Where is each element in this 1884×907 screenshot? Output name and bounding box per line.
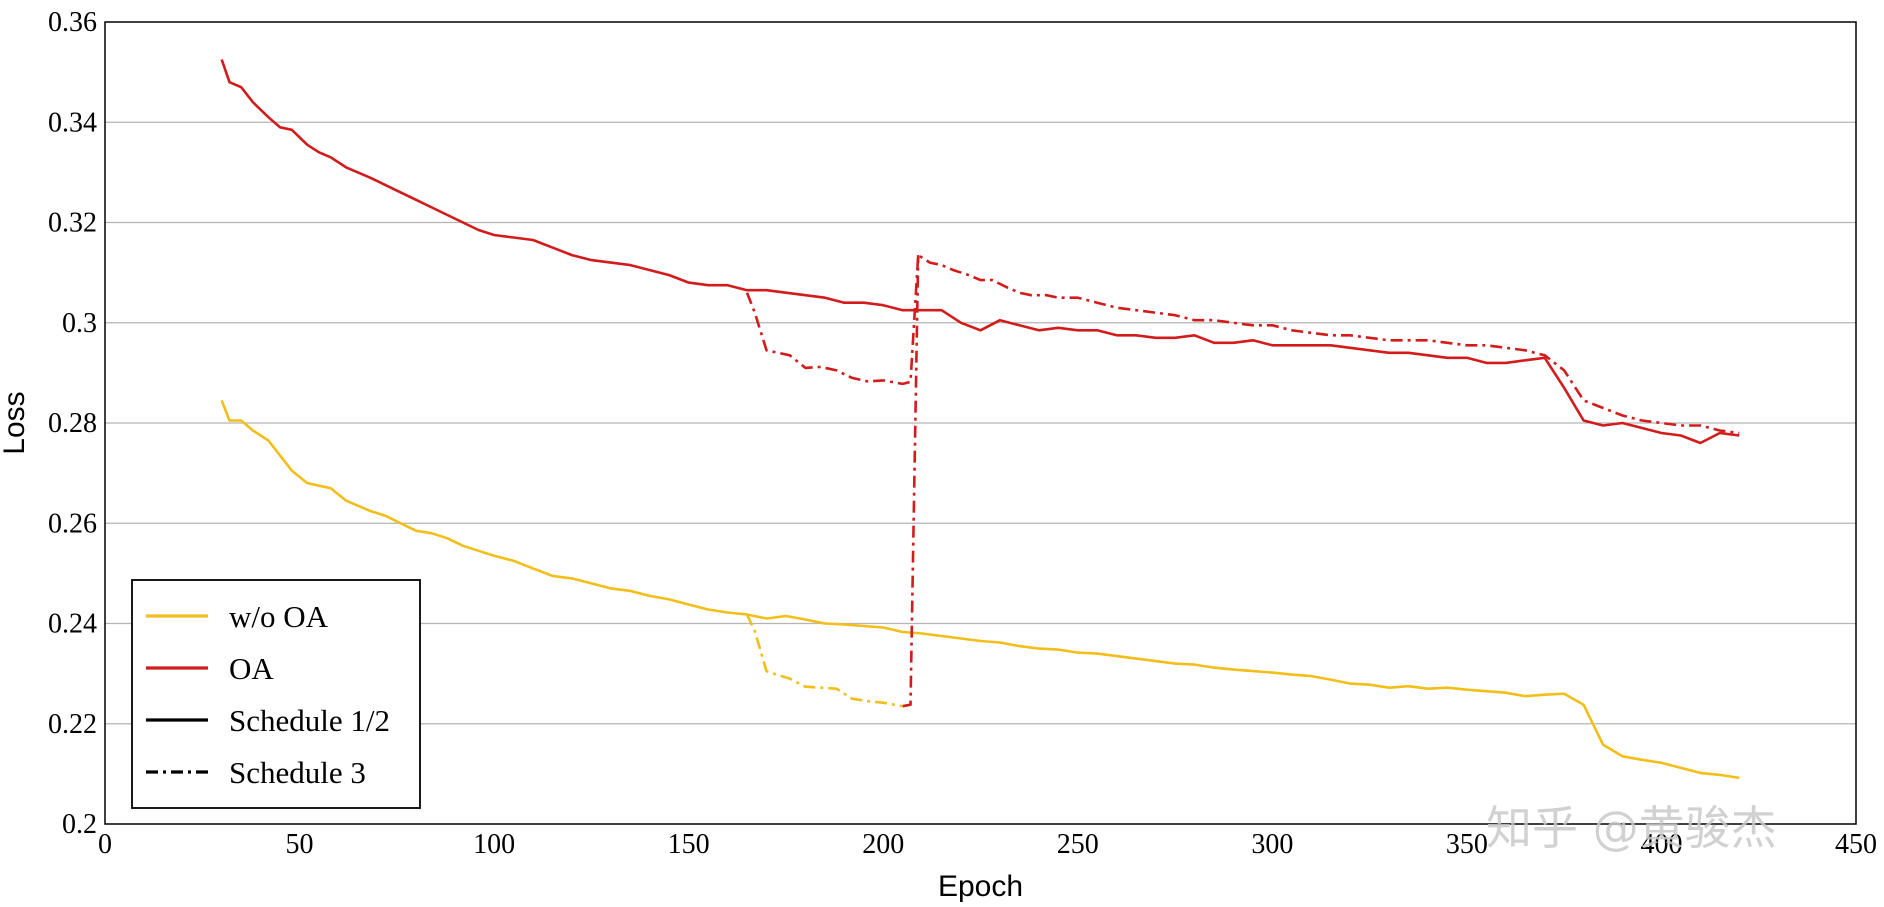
y-tick-label: 0.22 [48, 709, 97, 740]
watermark: 知乎 @黄骏杰 [1486, 801, 1777, 855]
x-tick-label: 350 [1446, 829, 1488, 860]
plot-area [220, 59, 1740, 780]
y-axis-label: Loss [0, 391, 31, 454]
x-tick-label: 50 [286, 829, 314, 860]
x-tick-label: 250 [1057, 829, 1099, 860]
legend-label: w/o OA [229, 599, 329, 634]
y-tick-label: 0.24 [48, 609, 97, 640]
y-tick-label: 0.32 [48, 208, 97, 239]
legend: w/o OA OA Schedule 1/2 Schedule 3 [131, 579, 421, 809]
x-axis-label: Epoch [938, 870, 1023, 903]
schedule-3-transition-line [902, 255, 920, 708]
series-line-oa-schedule-1-2 [220, 59, 1740, 445]
x-tick-label: 200 [862, 829, 904, 860]
legend-label: Schedule 1/2 [229, 703, 390, 738]
x-tick-label: 300 [1251, 829, 1293, 860]
legend-label: Schedule 3 [229, 755, 366, 790]
y-tick-label: 0.36 [48, 7, 97, 38]
x-tick-label: 400 [1640, 829, 1682, 860]
series-line-oa-schedule-3 [745, 253, 1740, 435]
plot-frame [104, 21, 1857, 825]
y-tick-label: 0.34 [48, 107, 97, 138]
x-tick-label: 150 [668, 829, 710, 860]
x-axis-ticks: 0 50 100 150 200 250 300 350 400 450 [98, 829, 1877, 860]
y-axis-ticks: 0.2 0.22 0.24 0.26 0.28 0.3 0.32 0.34 0.36 [48, 7, 97, 840]
legend-box [131, 579, 421, 809]
x-tick-label: 100 [473, 829, 515, 860]
x-tick-label: 0 [98, 829, 112, 860]
legend-label: OA [229, 651, 274, 686]
series-line-w-o-oa-schedule-1-2 [220, 399, 1740, 780]
y-tick-label: 0.3 [62, 308, 97, 339]
y-tick-label: 0.2 [62, 809, 97, 840]
y-tick-label: 0.28 [48, 408, 97, 439]
x-tick-label: 450 [1835, 829, 1877, 860]
y-tick-label: 0.26 [48, 508, 97, 539]
series-line-w-o-oa-schedule-3 [745, 613, 903, 708]
